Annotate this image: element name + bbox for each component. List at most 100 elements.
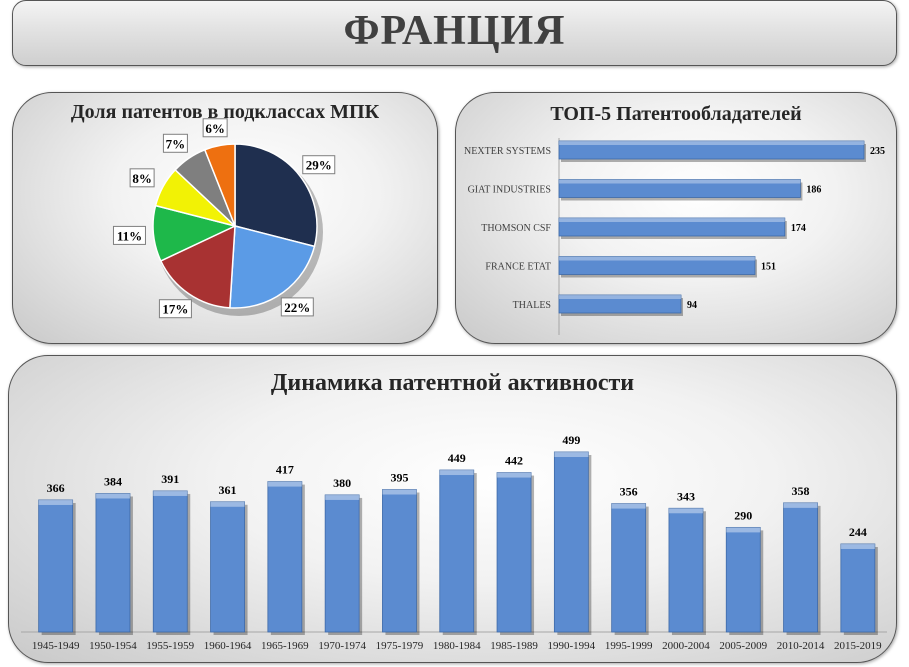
dynamics-bar <box>725 526 761 633</box>
dynamics-value-label: 356 <box>620 485 638 499</box>
top5-category-label: FRANCE ETAT <box>485 262 551 273</box>
pie-label: 29% <box>306 158 332 173</box>
top5-bar-highlight <box>559 179 801 184</box>
top5-bar <box>558 256 756 275</box>
top5-bar <box>558 179 801 198</box>
dynamics-category-label: 1995-1999 <box>605 640 653 652</box>
top5-chart-title: ТОП-5 Патентообладателей <box>550 103 802 125</box>
dynamics-bar-highlight <box>726 527 761 533</box>
dynamics-value-label: 380 <box>333 476 351 490</box>
top5-category-label: THOMSON CSF <box>481 223 551 234</box>
dynamics-bar-highlight <box>783 502 818 508</box>
dynamics-bar-highlight <box>668 508 703 514</box>
dynamics-bar-highlight <box>325 494 360 500</box>
top5-bar <box>558 294 682 314</box>
pie-label-box <box>162 133 188 153</box>
dynamics-category-label: 1950-1954 <box>89 640 137 652</box>
top5-holders-panel: ТОП-5 Патентообладателей NEXTER SYSTEMS 2… <box>455 92 897 344</box>
pie-label: 7% <box>166 136 186 151</box>
top5-value-label: 151 <box>761 262 776 273</box>
dynamics-bar <box>382 489 417 633</box>
top5-value-label: 94 <box>687 300 697 311</box>
patent-dynamics-panel: Динамика патентной активности 366 1945-19… <box>8 355 897 663</box>
dynamics-category-label: 1970-1974 <box>318 640 366 652</box>
ipc-share-panel: Доля патентов в подклассах МПК 29% 22% 17%… <box>12 92 438 344</box>
top5-value-label: 235 <box>870 146 885 157</box>
top5-bar-highlight <box>559 256 755 261</box>
title-banner: ФРАНЦИЯ <box>12 0 897 66</box>
dynamics-category-label: 2000-2004 <box>662 640 710 652</box>
dynamics-bar <box>783 502 818 633</box>
dynamics-bar <box>611 503 647 633</box>
dynamics-category-label: 1980-1984 <box>433 640 481 652</box>
dynamics-category-label: 1960-1964 <box>204 640 252 652</box>
dynamics-bar-highlight <box>382 489 417 495</box>
dynamics-bar-highlight <box>554 452 589 457</box>
dynamics-category-label: 1975-1979 <box>376 640 424 652</box>
top5-value-label: 186 <box>806 185 821 196</box>
dynamics-bar <box>267 481 303 633</box>
dynamics-value-label: 343 <box>677 489 695 503</box>
pie-label: 8% <box>132 171 152 186</box>
dynamics-category-label: 2010-2014 <box>777 640 825 652</box>
dynamics-bar <box>152 490 188 633</box>
dynamics-bar-highlight <box>267 481 302 487</box>
top5-bar <box>558 217 786 237</box>
dynamics-bar <box>553 451 589 633</box>
dynamics-bar-highlight <box>153 490 188 496</box>
dynamics-bar-highlight <box>38 499 73 505</box>
pie-label-box <box>112 225 146 245</box>
pie-chart: 29% 22% 17% 11% 8% 7% 6% <box>112 118 336 319</box>
dynamics-value-label: 499 <box>562 433 580 447</box>
pie-slice <box>203 143 236 227</box>
dynamics-value-label: 244 <box>849 525 867 539</box>
dynamics-value-label: 290 <box>734 508 752 522</box>
pie-label: 22% <box>284 300 310 315</box>
dynamics-category-label: 2005-2009 <box>719 640 767 652</box>
pie-chart-title: Доля патентов в подклассах МПК <box>70 101 380 123</box>
dynamics-bar-chart: 366 1945-1949 384 1950-1954 391 1955-1959 361 1… <box>21 433 887 652</box>
dynamics-bar-highlight <box>95 493 130 499</box>
dynamics-bar-highlight <box>497 472 532 478</box>
pie-label-box <box>202 118 228 138</box>
dynamics-bar-highlight <box>210 501 245 507</box>
dynamics-category-label: 1955-1959 <box>146 640 194 652</box>
dynamics-category-label: 1985-1989 <box>490 640 538 652</box>
dynamics-bar <box>324 494 360 633</box>
dynamics-bar-highlight <box>840 543 875 549</box>
dynamics-value-label: 417 <box>276 463 294 477</box>
dynamics-bar <box>840 543 876 633</box>
pie-slice <box>234 143 318 248</box>
pie-label-box <box>302 155 336 175</box>
page-title: ФРАНЦИЯ <box>343 8 566 54</box>
dynamics-bar <box>496 472 532 633</box>
dynamics-category-label: 1965-1969 <box>261 640 309 652</box>
top5-bar-highlight <box>559 218 785 222</box>
dynamics-bar <box>439 469 475 633</box>
top5-bar-chart: NEXTER SYSTEMS 235 GIAT INDUSTRIES 186 THOMS… <box>464 138 885 335</box>
top5-category-label: NEXTER SYSTEMS <box>464 146 551 157</box>
pie-label: 17% <box>162 302 188 317</box>
dynamics-bar <box>38 499 74 633</box>
dynamics-bar <box>95 493 131 633</box>
dynamics-bar-highlight <box>611 503 646 509</box>
pie-slice <box>229 225 316 309</box>
pie-label-box <box>129 168 155 188</box>
dynamics-value-label: 366 <box>47 481 65 495</box>
dynamics-value-label: 395 <box>390 471 408 485</box>
dynamics-value-label: 449 <box>448 451 466 465</box>
pie-slice <box>159 224 236 309</box>
dynamics-bar <box>668 507 704 633</box>
dynamics-category-label: 2015-2019 <box>834 640 882 652</box>
dynamics-category-label: 1945-1949 <box>32 640 80 652</box>
pie-label: 11% <box>117 228 142 243</box>
top5-category-label: THALES <box>513 300 551 311</box>
dynamics-value-label: 384 <box>104 474 122 488</box>
dynamics-bar-highlight <box>439 470 474 476</box>
top5-category-label: GIAT INDUSTRIES <box>468 185 551 196</box>
dynamics-value-label: 391 <box>161 472 179 486</box>
dynamics-bar <box>210 501 245 633</box>
dynamics-category-label: 1990-1994 <box>548 640 596 652</box>
dynamics-value-label: 361 <box>219 483 237 497</box>
top5-value-label: 174 <box>791 223 806 234</box>
